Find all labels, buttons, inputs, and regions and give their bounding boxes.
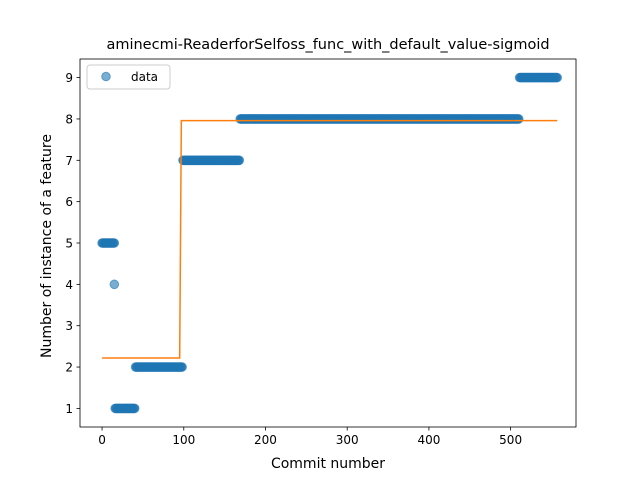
y-axis-label: Number of instance of a feature: [39, 134, 55, 358]
plot-area: [79, 58, 577, 428]
x-axis-ticks: 0 100 200 300 400 500: [98, 427, 522, 447]
y-tick-label: 4: [65, 278, 73, 292]
y-tick-label: 8: [65, 112, 73, 126]
y-tick-label: 6: [65, 195, 73, 209]
x-tick-label: 0: [98, 433, 106, 447]
data-point: [234, 155, 245, 166]
y-tick-label: 9: [65, 71, 73, 85]
x-tick-label: 500: [499, 433, 522, 447]
legend-label: data: [131, 70, 158, 84]
x-tick-label: 300: [336, 433, 359, 447]
data-point: [109, 238, 120, 248]
y-tick-label: 5: [65, 237, 73, 251]
chart-title: aminecmi-ReaderforSelfoss_func_with_defa…: [106, 37, 549, 53]
data-point: [552, 72, 563, 83]
data-point: [109, 279, 120, 290]
y-tick-label: 2: [65, 361, 73, 375]
legend: data: [86, 64, 171, 90]
legend-box: [86, 64, 171, 90]
data-point: [514, 114, 524, 124]
x-tick-label: 200: [254, 433, 277, 447]
y-axis-ticks: 1 2 3 4 5 6 7 8 9: [65, 71, 80, 416]
x-axis-label: Commit number: [271, 456, 385, 472]
x-tick-label: 100: [172, 433, 195, 447]
data-point: [177, 362, 187, 372]
y-tick-label: 7: [65, 154, 73, 168]
fit-line: [102, 119, 558, 359]
x-tick-label: 400: [417, 433, 440, 447]
data-point: [129, 403, 140, 414]
y-tick-label: 1: [65, 402, 73, 416]
y-tick-label: 3: [65, 319, 73, 333]
legend-marker: [101, 71, 111, 82]
